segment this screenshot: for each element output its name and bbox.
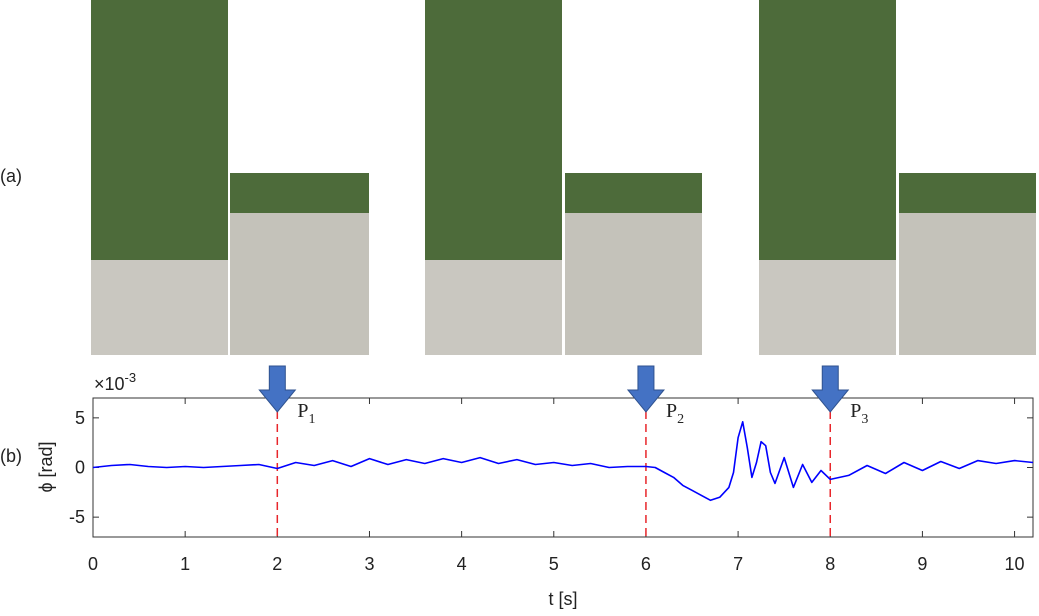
x-tick-label: 7 (733, 554, 743, 574)
event-subscript: 2 (677, 412, 684, 427)
event-subscript: 3 (861, 412, 868, 427)
event-label: P1 (297, 400, 315, 427)
event-subscript: 1 (308, 412, 315, 427)
event-label: P2 (666, 400, 684, 427)
x-tick-label: 3 (364, 554, 374, 574)
x-tick-label: 0 (88, 554, 98, 574)
y-tick-label: -5 (69, 507, 85, 527)
photo-bg (899, 173, 1036, 213)
panel-label: (a) (0, 166, 22, 186)
event-arrow (626, 365, 665, 413)
scale-exponent: -3 (125, 370, 137, 385)
photo-bg (230, 173, 369, 213)
x-tick-label: 4 (457, 554, 467, 574)
photo-floor (759, 260, 896, 355)
data-line (92, 421, 1034, 502)
photo-bg (565, 173, 702, 213)
plot-frame (92, 397, 1034, 538)
photo-floor (425, 260, 562, 355)
event-arrow (258, 365, 297, 413)
event-letter: P (297, 400, 308, 422)
event-letter: P (666, 400, 677, 422)
panel-label: (b) (0, 446, 22, 466)
x-tick-label: 9 (917, 554, 927, 574)
x-tick-label: 5 (549, 554, 559, 574)
scale-base: ×10 (94, 374, 125, 394)
x-tick-label: 6 (641, 554, 651, 574)
event-arrow (811, 365, 850, 413)
y-tick-label: 0 (75, 458, 85, 478)
x-tick-label: 2 (272, 554, 282, 574)
y-tick-label: 5 (75, 408, 85, 428)
x-tick-label: 8 (825, 554, 835, 574)
x-tick-label: 1 (180, 554, 190, 574)
x-tick-label: 10 (1005, 554, 1025, 574)
scale-label: ×10-3 (94, 370, 136, 394)
photo-floor (91, 260, 228, 355)
event-letter: P (850, 400, 861, 422)
photos (91, 0, 1036, 355)
x-axis-label: t [s] (548, 589, 577, 609)
y-axis-label: ϕ [rad] (36, 441, 56, 492)
event-label: P3 (850, 400, 868, 427)
